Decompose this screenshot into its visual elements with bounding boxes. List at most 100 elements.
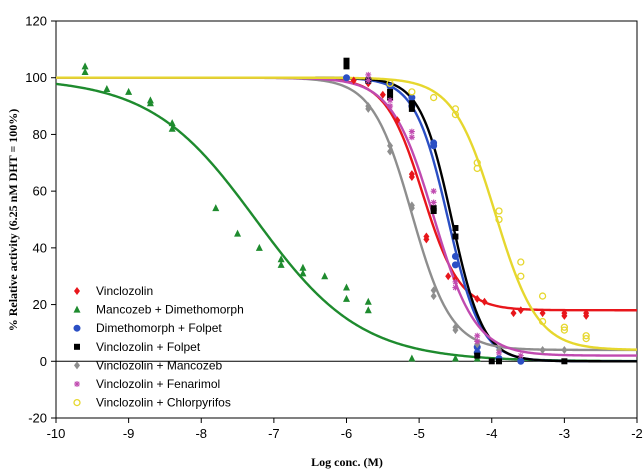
legend-marker <box>74 287 80 295</box>
x-tick-label: -8 <box>195 426 207 441</box>
legend-marker <box>74 343 80 350</box>
legend-marker <box>73 305 81 313</box>
data-point <box>473 164 481 173</box>
x-tick-label: -5 <box>413 426 425 441</box>
data-point <box>430 286 437 295</box>
data-point <box>474 294 481 303</box>
data-point <box>408 204 415 213</box>
y-axis: -20 0 20 40 60 80 100 120 <box>25 14 56 426</box>
data-point <box>364 297 372 305</box>
data-point <box>365 71 372 78</box>
data-point <box>430 207 437 214</box>
x-tick-label: -10 <box>47 426 66 441</box>
data-point <box>451 354 459 362</box>
data-point <box>343 294 350 302</box>
x-tick-label: -3 <box>559 426 571 441</box>
legend-marker <box>73 398 81 407</box>
y-axis-title: % Relative activity (6.25 nM DHT = 100%) <box>6 109 20 332</box>
legend-label: Vinclozolin + Mancozeb <box>96 358 223 372</box>
legend-label: Vinclozolin + Fenarimol <box>96 377 220 391</box>
data-point <box>408 105 415 112</box>
data-point <box>561 345 568 354</box>
data-point <box>496 349 503 356</box>
fit-curves <box>55 76 638 363</box>
legend-marker <box>74 361 80 370</box>
data-point <box>474 332 481 339</box>
data-point <box>408 172 415 181</box>
x-axis: -10 -9 -8 -7 -6 -5 -4 -3 -2 <box>47 418 643 441</box>
fit-curve <box>55 82 638 363</box>
data-point <box>517 357 525 365</box>
data-point <box>430 292 437 301</box>
data-point <box>387 97 394 104</box>
legend-label: Dimethomorph + Folpet <box>96 321 222 335</box>
y-tick-label: 40 <box>33 240 47 255</box>
legend-label: Vinclozolin + Folpet <box>96 340 201 354</box>
data-point <box>495 215 503 224</box>
data-point <box>234 229 242 237</box>
data-point <box>408 100 415 107</box>
data-point <box>168 119 176 127</box>
data-point <box>481 297 488 306</box>
data-point <box>561 358 568 365</box>
data-point <box>379 90 386 99</box>
data-point <box>539 309 546 318</box>
data-point <box>452 284 459 291</box>
data-point <box>387 88 394 95</box>
data-point <box>561 309 568 318</box>
data-point <box>364 306 372 314</box>
data-point <box>451 252 459 260</box>
data-point <box>539 345 546 354</box>
data-point <box>517 306 524 315</box>
data-point <box>496 358 503 365</box>
data-point <box>538 317 547 326</box>
data-point <box>168 124 176 132</box>
data-point <box>408 128 415 135</box>
data-point <box>146 99 154 107</box>
data-point <box>430 199 437 206</box>
data-point <box>583 311 590 320</box>
data-point <box>429 93 438 102</box>
data-point <box>365 77 372 84</box>
data-point <box>343 74 350 82</box>
legend-label: Vinclozolin + Chlorpyrifos <box>96 396 231 410</box>
data-point <box>321 272 329 280</box>
y-tick-label: -20 <box>28 411 47 426</box>
y-tick-label: 60 <box>33 184 47 199</box>
data-point <box>423 235 430 244</box>
y-tick-label: 100 <box>25 70 47 85</box>
fit-curve <box>56 76 637 312</box>
legend-label: Mancozeb + Dimethomorph <box>96 303 244 317</box>
data-point <box>452 326 459 335</box>
x-axis-title: Log conc. (M) <box>311 455 383 469</box>
data-point <box>430 188 437 195</box>
x-tick-label: -6 <box>341 426 353 441</box>
data-point <box>81 68 89 76</box>
data-point <box>394 116 401 125</box>
data-point <box>350 76 357 85</box>
data-point <box>299 269 307 277</box>
data-point <box>125 87 133 95</box>
data-point <box>451 110 460 119</box>
x-tick-label: -2 <box>631 426 643 441</box>
data-point <box>343 63 350 70</box>
y-tick-label: 20 <box>33 297 47 312</box>
data-point <box>343 57 350 64</box>
data-point <box>343 283 350 291</box>
data-point <box>582 334 590 343</box>
x-tick-label: -9 <box>123 426 135 441</box>
data-point <box>517 352 524 359</box>
data-point <box>430 142 438 150</box>
data-point <box>386 79 394 88</box>
y-tick-label: 0 <box>40 354 47 369</box>
data-point <box>452 233 459 240</box>
data-point <box>445 272 452 281</box>
legend-marker <box>73 324 81 332</box>
data-point <box>582 332 590 340</box>
x-tick-label: -7 <box>268 426 280 441</box>
data-point <box>408 134 415 141</box>
y-tick-label: 120 <box>25 14 47 29</box>
data-point <box>517 272 525 280</box>
data-point <box>81 62 89 70</box>
data-point <box>408 88 416 96</box>
